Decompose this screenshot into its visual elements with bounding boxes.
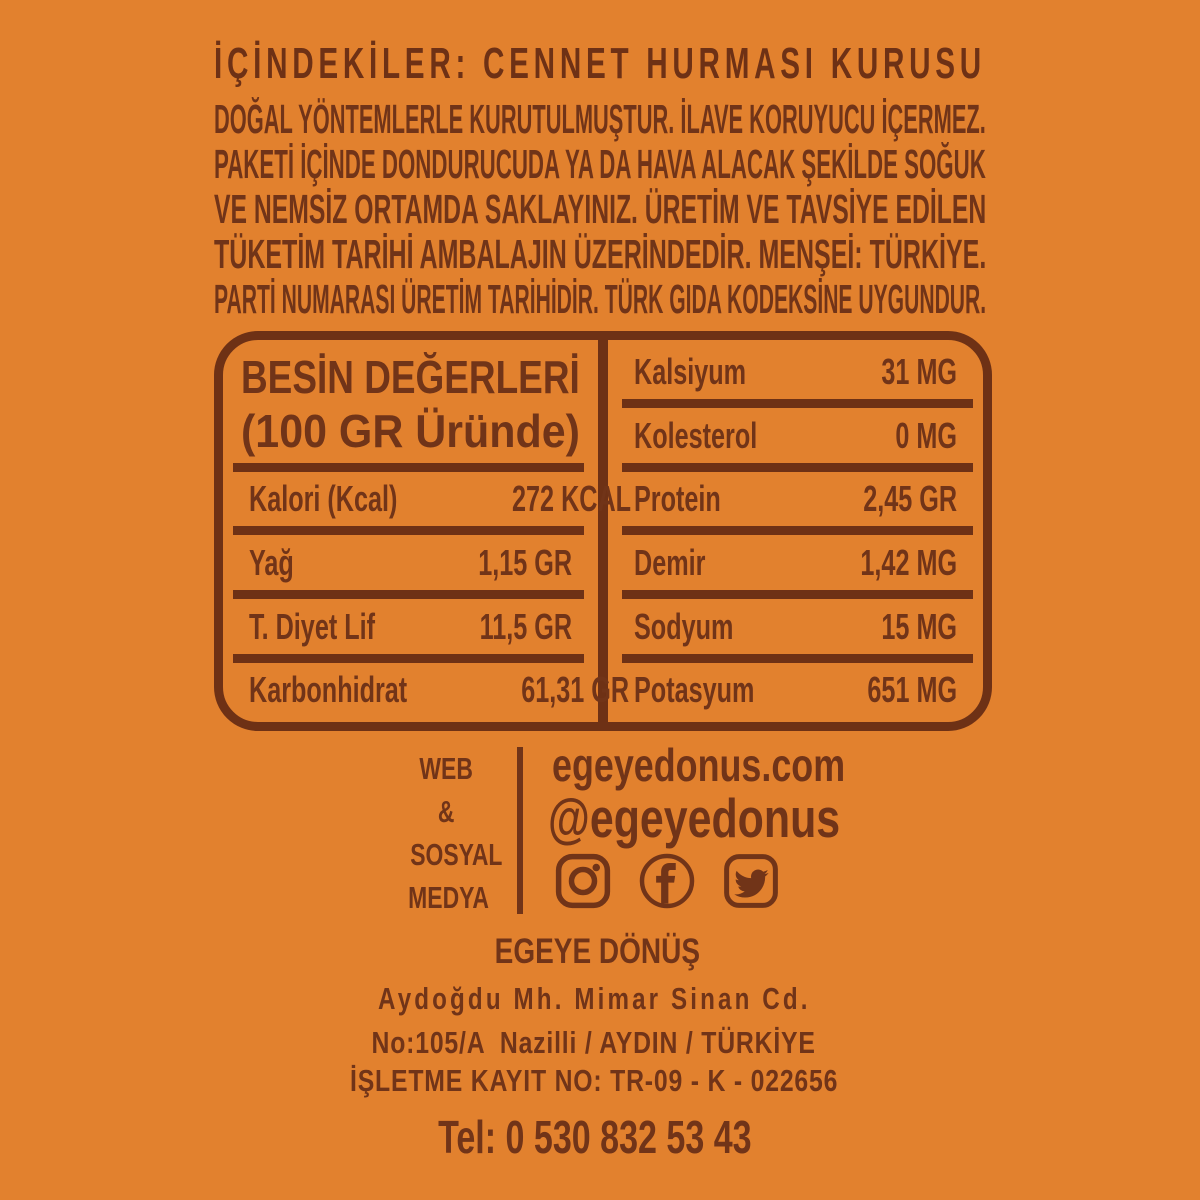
social-section-label: WEB & SOSYAL MEDYA bbox=[394, 747, 502, 919]
social-icons bbox=[553, 851, 781, 911]
facebook-icon bbox=[637, 851, 697, 911]
ingredients-title: İÇİNDEKİLER: CENNET HURMASI KURUSU bbox=[214, 39, 986, 88]
nutrition-right-column: Kalsiyum 31 MG Kolesterol 0 MG Protein 2… bbox=[608, 340, 983, 722]
row-value: 31 MG bbox=[881, 350, 957, 392]
row-label: Kalori (Kcal) bbox=[249, 478, 398, 520]
ingredients-line: PAKETİ İÇİNDE DONDURUCUDA YA DA HAVA ALA… bbox=[214, 141, 986, 187]
table-row: Karbonhidrat 61,31 GR bbox=[223, 658, 629, 722]
table-row: Sodyum 15 MG bbox=[608, 595, 983, 659]
instagram-icon bbox=[553, 851, 613, 911]
nutrition-header-line1: BESİN DEĞERLERİ bbox=[241, 350, 580, 403]
row-label: Karbonhidrat bbox=[249, 669, 408, 711]
twitter-icon bbox=[721, 851, 781, 911]
table-rule bbox=[233, 526, 584, 535]
table-row: T. Diyet Lif 11,5 GR bbox=[223, 595, 598, 659]
nutrition-table: BESİN DEĞERLERİ (100 GR Üründe) Kalori (… bbox=[214, 331, 992, 731]
address-line-2: No:105/A Nazilli / AYDIN / TÜRKİYE bbox=[371, 1025, 817, 1060]
row-value: 61,31 GR bbox=[521, 669, 630, 711]
row-value: 15 MG bbox=[881, 605, 957, 647]
social-label-web: WEB bbox=[419, 751, 473, 786]
social-label-sosyal: SOSYAL bbox=[410, 837, 503, 872]
table-row: Yağ 1,15 GR bbox=[223, 531, 598, 595]
table-row: Protein 2,45 GR bbox=[608, 467, 983, 531]
table-row: Kalori (Kcal) 272 KCAL bbox=[223, 467, 631, 531]
row-value: 272 KCAL bbox=[512, 478, 632, 520]
row-label: Kalsiyum bbox=[634, 350, 747, 392]
row-label: Potasyum bbox=[634, 669, 755, 711]
nutrition-header: BESİN DEĞERLERİ (100 GR Üründe) bbox=[223, 340, 598, 467]
table-row: Kalsiyum 31 MG bbox=[608, 340, 983, 404]
table-rule bbox=[233, 590, 584, 599]
row-label: Protein bbox=[634, 478, 721, 520]
row-label: Kolesterol bbox=[634, 414, 758, 456]
row-label: Yağ bbox=[249, 541, 294, 583]
ingredients-line: DOĞAL YÖNTEMLERLE KURUTULMUŞTUR. İLAVE K… bbox=[214, 96, 986, 142]
nutrition-header-line2: (100 GR Üründe) bbox=[241, 404, 580, 457]
row-value: 1,15 GR bbox=[478, 541, 572, 583]
table-row: Kolesterol 0 MG bbox=[608, 404, 983, 468]
table-rule bbox=[622, 526, 973, 535]
row-value: 11,5 GR bbox=[479, 605, 572, 647]
ingredients-text: DOĞAL YÖNTEMLERLE KURUTULMUŞTUR. İLAVE K… bbox=[214, 97, 986, 322]
row-label: Sodyum bbox=[634, 605, 734, 647]
nutrition-left-column: BESİN DEĞERLERİ (100 GR Üründe) Kalori (… bbox=[223, 340, 631, 722]
ingredients-line: VE NEMSİZ ORTAMDA SAKLAYINIZ. ÜRETİM VE … bbox=[214, 186, 987, 232]
social-handle: @egeyedonus bbox=[548, 787, 841, 849]
phone-line: Tel: 0 530 832 53 43 bbox=[438, 1111, 752, 1163]
table-rule bbox=[233, 463, 584, 472]
ingredients-line: TÜKETİM TARİHİ AMBALAJIN ÜZERİNDEDİR. ME… bbox=[214, 231, 987, 277]
table-rule bbox=[233, 654, 584, 663]
table-rule bbox=[622, 590, 973, 599]
row-value: 1,42 MG bbox=[860, 541, 957, 583]
row-label: T. Diyet Lif bbox=[249, 605, 376, 647]
social-divider bbox=[517, 747, 523, 914]
social-label-medya: MEDYA bbox=[408, 880, 489, 915]
table-rule bbox=[622, 399, 973, 408]
address-line-1: Aydoğdu Mh. Mimar Sinan Cd. bbox=[377, 981, 811, 1016]
ingredients-line: PARTİ NUMARASI ÜRETİM TARİHİDİR. TÜRK GI… bbox=[214, 276, 987, 322]
website-text: egeyedonus.com bbox=[552, 739, 846, 791]
row-value: 2,45 GR bbox=[863, 478, 957, 520]
registry-line: İŞLETME KAYIT NO: TR-09 - K - 022656 bbox=[349, 1063, 839, 1098]
social-label-amp: & bbox=[437, 794, 455, 829]
table-center-divider bbox=[598, 340, 608, 722]
table-rule bbox=[622, 654, 973, 663]
row-label: Demir bbox=[634, 541, 706, 583]
row-value: 0 MG bbox=[895, 414, 957, 456]
table-rule bbox=[622, 463, 973, 472]
table-row: Potasyum 651 MG bbox=[608, 658, 983, 722]
brand-name: EGEYE DÖNÜŞ bbox=[494, 932, 700, 971]
row-value: 651 MG bbox=[867, 669, 957, 711]
table-row: Demir 1,42 MG bbox=[608, 531, 983, 595]
